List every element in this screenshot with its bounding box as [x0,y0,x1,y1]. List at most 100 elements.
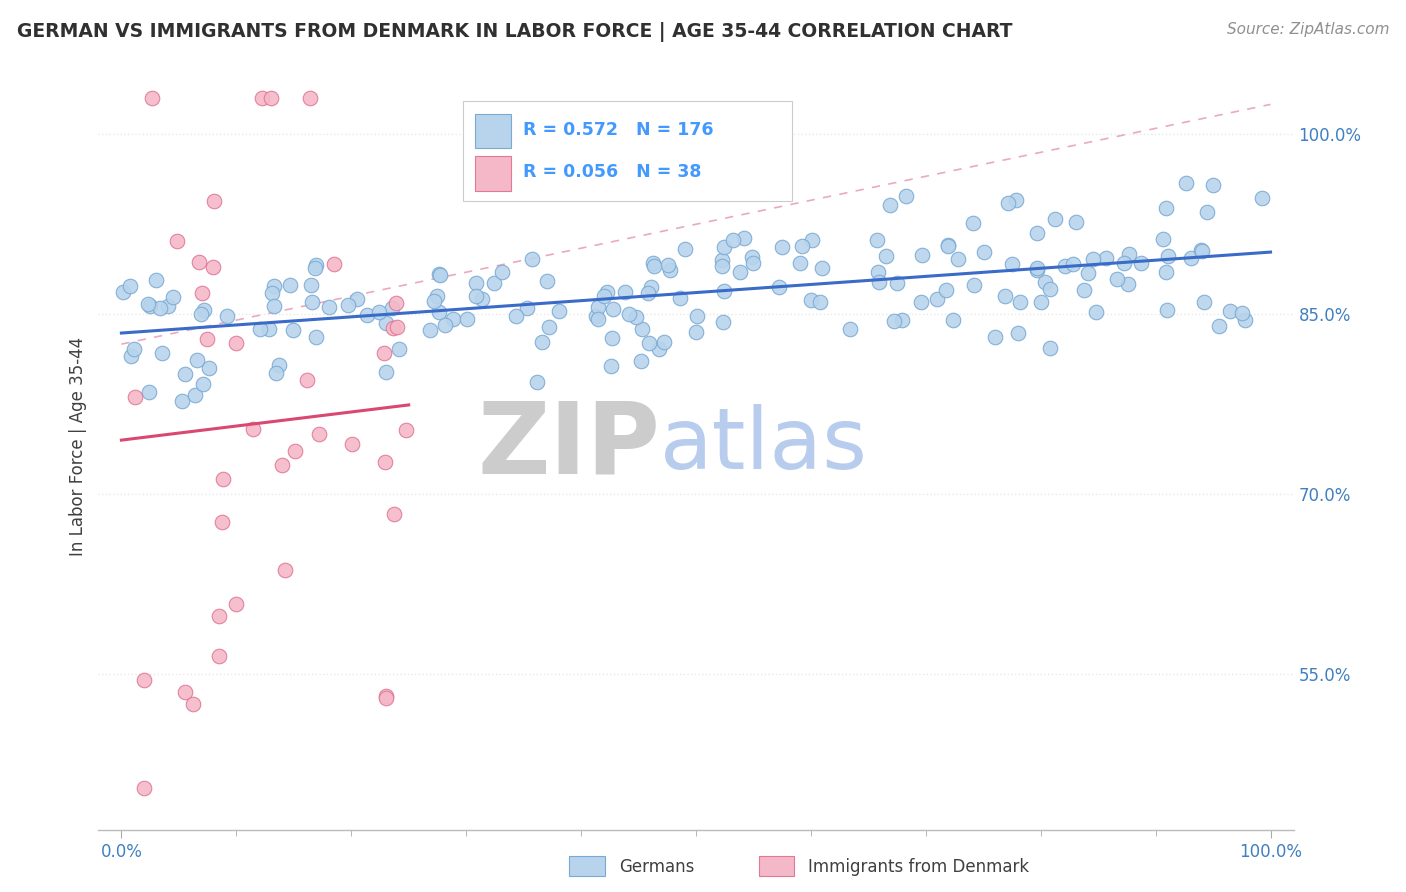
Point [657,258,679,272]
Point [890,313,912,327]
Point [318,300,340,314]
Point [1045,211,1067,226]
Point [441,312,464,326]
Point [249,322,271,336]
Point [433,318,456,333]
Point [385,296,408,310]
Point [367,305,389,319]
Point [427,267,450,281]
Point [668,291,690,305]
Point [962,216,984,230]
Point [1001,257,1024,271]
Point [157,299,180,313]
Point [149,301,172,316]
Point [1116,277,1139,291]
Point [630,354,652,368]
Point [263,279,285,293]
Point [260,91,283,105]
Point [262,286,284,301]
Y-axis label: In Labor Force | Age 35-44: In Labor Force | Age 35-44 [69,336,87,556]
Text: Germans: Germans [619,858,695,876]
Point [162,290,184,304]
Point [643,256,665,270]
Point [1156,303,1178,318]
Point [141,91,163,105]
Point [193,302,215,317]
Bar [475,114,510,148]
Point [484,277,506,291]
Point [198,361,221,376]
Point [381,301,404,315]
Point [614,285,637,299]
Point [284,444,307,458]
Point [270,458,292,473]
Point [713,240,735,254]
Point [936,238,959,252]
Point [686,310,709,324]
Point [1251,191,1274,205]
Point [322,257,344,271]
Point [789,256,811,270]
Point [124,390,146,404]
Point [1007,326,1029,340]
Point [536,273,558,287]
Point [637,286,659,301]
Text: Immigrants from Denmark: Immigrants from Denmark [808,858,1029,876]
Point [942,312,965,326]
Point [174,367,197,381]
Point [1064,215,1087,229]
Point [173,684,195,698]
Point [191,286,214,301]
Point [733,231,755,245]
Point [643,259,665,273]
Point [1180,252,1202,266]
Point [1062,257,1084,271]
Point [465,289,488,303]
Point [419,323,441,337]
Point [181,697,204,711]
Point [875,249,897,263]
Point [1189,243,1212,257]
Point [638,336,661,351]
Point [1197,205,1219,219]
Point [193,377,215,392]
Point [425,289,447,303]
Point [1157,248,1180,262]
Point [883,314,905,328]
Point [973,244,995,259]
Point [1031,294,1053,309]
Point [520,252,543,266]
Point [465,276,488,290]
Point [264,366,287,380]
Point [375,365,398,379]
Point [516,301,538,315]
Point [1191,244,1213,259]
Point [713,284,735,298]
Point [225,597,247,611]
Point [946,252,969,266]
Point [280,278,302,293]
Point [659,263,682,277]
Point [685,325,707,339]
Point [935,283,957,297]
Point [600,330,623,344]
Point [295,373,318,387]
Point [768,279,790,293]
Point [505,309,527,323]
Point [491,265,513,279]
Point [395,423,418,437]
Point [202,260,225,274]
Point [122,343,145,357]
Point [356,308,378,322]
Point [1077,266,1099,280]
Point [911,247,934,261]
Point [381,321,404,335]
Point [429,268,451,282]
Point [710,259,733,273]
Text: GERMAN VS IMMIGRANTS FROM DENMARK IN LABOR FORCE | AGE 35-44 CORRELATION CHART: GERMAN VS IMMIGRANTS FROM DENMARK IN LAB… [17,22,1012,42]
Point [208,648,231,663]
Point [299,91,322,105]
Point [471,293,494,307]
Point [617,307,640,321]
Point [299,277,322,292]
